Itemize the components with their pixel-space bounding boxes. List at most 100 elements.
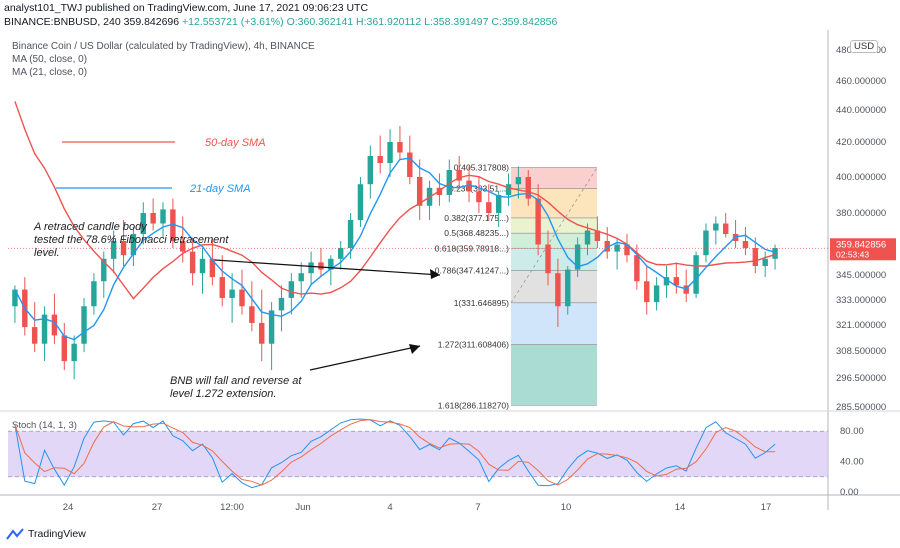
fib-label: 1.618(286.118270): [438, 400, 509, 410]
stoch-d-line: [14, 419, 776, 486]
ma50-line: [14, 101, 776, 300]
candle-body: [298, 273, 304, 282]
price-tick-label: 380.000000: [836, 208, 886, 219]
time-tick-label: 14: [675, 502, 686, 513]
candle-body: [525, 177, 531, 199]
candle-body: [61, 335, 68, 362]
time-tick-label: 27: [152, 502, 163, 513]
candle-body: [160, 209, 166, 224]
candle-body: [31, 327, 38, 344]
candle-body: [377, 156, 383, 163]
candle-body: [288, 281, 295, 298]
fib-zone: [511, 344, 597, 406]
candle-body: [752, 248, 759, 266]
fib-label: 0.5(368.48235...): [444, 228, 509, 238]
candle-body: [189, 251, 196, 274]
time-tick-label: 17: [761, 502, 772, 513]
candle-body: [140, 213, 146, 234]
fib-label: 0.786(347.41247...): [435, 266, 509, 276]
fib-label: 0.382(377.175...): [444, 213, 509, 223]
candle-body: [199, 258, 206, 274]
fib-label: 1.272(311.608406): [438, 340, 509, 350]
price-tick-label: 308.500000: [836, 346, 886, 357]
price-tick-label: 420.000000: [836, 137, 886, 148]
open-value: O:360.362141: [286, 16, 354, 28]
candle-body: [328, 258, 334, 270]
stoch-tick-label: 40.00: [840, 457, 864, 468]
time-tick-label: 4: [387, 502, 392, 513]
candle-body: [278, 297, 285, 311]
candle-body: [347, 220, 354, 248]
note1-line: A retraced candle body: [33, 221, 148, 233]
price-tick-label: 285.500000: [836, 402, 886, 413]
fib-zone: [511, 188, 597, 218]
candle-body: [663, 277, 670, 286]
candle-body: [239, 289, 245, 307]
candle-body: [505, 184, 512, 195]
time-tick-label: 24: [63, 502, 74, 513]
candle-body: [229, 289, 235, 298]
time-tick-label: 12:00: [220, 502, 244, 513]
legend-ma21[interactable]: MA (21, close, 0): [12, 67, 88, 78]
candle-body: [476, 191, 482, 203]
time-tick-label: 7: [475, 502, 480, 513]
candle-body: [495, 195, 502, 213]
sma50-label: 50-day SMA: [205, 137, 266, 149]
sma21-label: 21-day SMA: [189, 183, 251, 195]
price-change: +12.553721 (+3.61%): [182, 16, 284, 28]
candle-body: [713, 223, 719, 231]
current-price-label: 359.842856: [836, 239, 886, 250]
price-tick-label: 296.500000: [836, 373, 886, 384]
currency-badge[interactable]: USD: [850, 40, 879, 53]
candle-body: [693, 255, 699, 294]
candle-body: [535, 198, 541, 245]
candle-body: [565, 269, 571, 307]
candle-body: [110, 241, 117, 259]
publisher-line: analyst101_TWJ published on TradingView.…: [4, 2, 369, 14]
tradingview-logo-icon: [6, 528, 24, 540]
candle-body: [772, 248, 778, 259]
arrow1-line: [214, 259, 441, 276]
candle-body: [91, 281, 97, 307]
fib-label: 1(331.646895): [454, 298, 509, 308]
candle-body: [130, 234, 137, 256]
candle-body: [545, 244, 551, 274]
price-tick-label: 345.000000: [836, 270, 886, 281]
low-value: L:358.391497: [424, 16, 489, 28]
note2-line: BNB will fall and reverse at: [170, 375, 302, 387]
legend-ma50[interactable]: MA (50, close, 0): [12, 54, 88, 65]
fib-zone: [511, 167, 597, 189]
candle-body: [762, 258, 768, 266]
candle-body: [12, 289, 18, 307]
fib-label: 0.618(359.78918...): [435, 243, 509, 253]
stoch-tick-label: 80.00: [840, 426, 864, 437]
high-value: H:361.920112: [356, 16, 422, 28]
candle-body: [51, 314, 58, 336]
candle-body: [486, 202, 492, 213]
last-price: 359.842696: [123, 16, 180, 28]
candle-body: [407, 152, 413, 177]
candle-body: [170, 209, 176, 241]
bar-countdown: 02:53:43: [836, 249, 869, 259]
candle-body: [574, 244, 581, 270]
note1-line: tested the 78.6% Fibonacci retracement: [34, 234, 229, 246]
time-tick-label: Jun: [295, 502, 310, 513]
tradingview-footer[interactable]: TradingView: [6, 528, 86, 540]
arrow2-head: [409, 344, 420, 354]
candle-body: [673, 277, 680, 286]
chart-legend: Binance Coin / US Dollar (calculated by …: [12, 40, 315, 79]
fib-zone: [511, 248, 597, 271]
price-tick-label: 400.000000: [836, 172, 886, 183]
candle-body: [249, 306, 255, 323]
price-chart[interactable]: 480.000000460.000000440.000000420.000000…: [0, 30, 900, 520]
candle-body: [604, 241, 610, 252]
current-price-badge: [830, 238, 896, 261]
ticker: BINANCE:BNBUSD, 240: [4, 16, 121, 28]
fib-label: 0(405.317808): [454, 163, 509, 173]
candle-body: [555, 273, 561, 307]
ohlc-line: BINANCE:BNBUSD, 240 359.842696 +12.55372…: [4, 16, 557, 28]
candle-body: [367, 156, 374, 185]
arrow2-line: [309, 345, 421, 371]
candle-body: [81, 306, 87, 344]
candle-body: [120, 241, 127, 256]
